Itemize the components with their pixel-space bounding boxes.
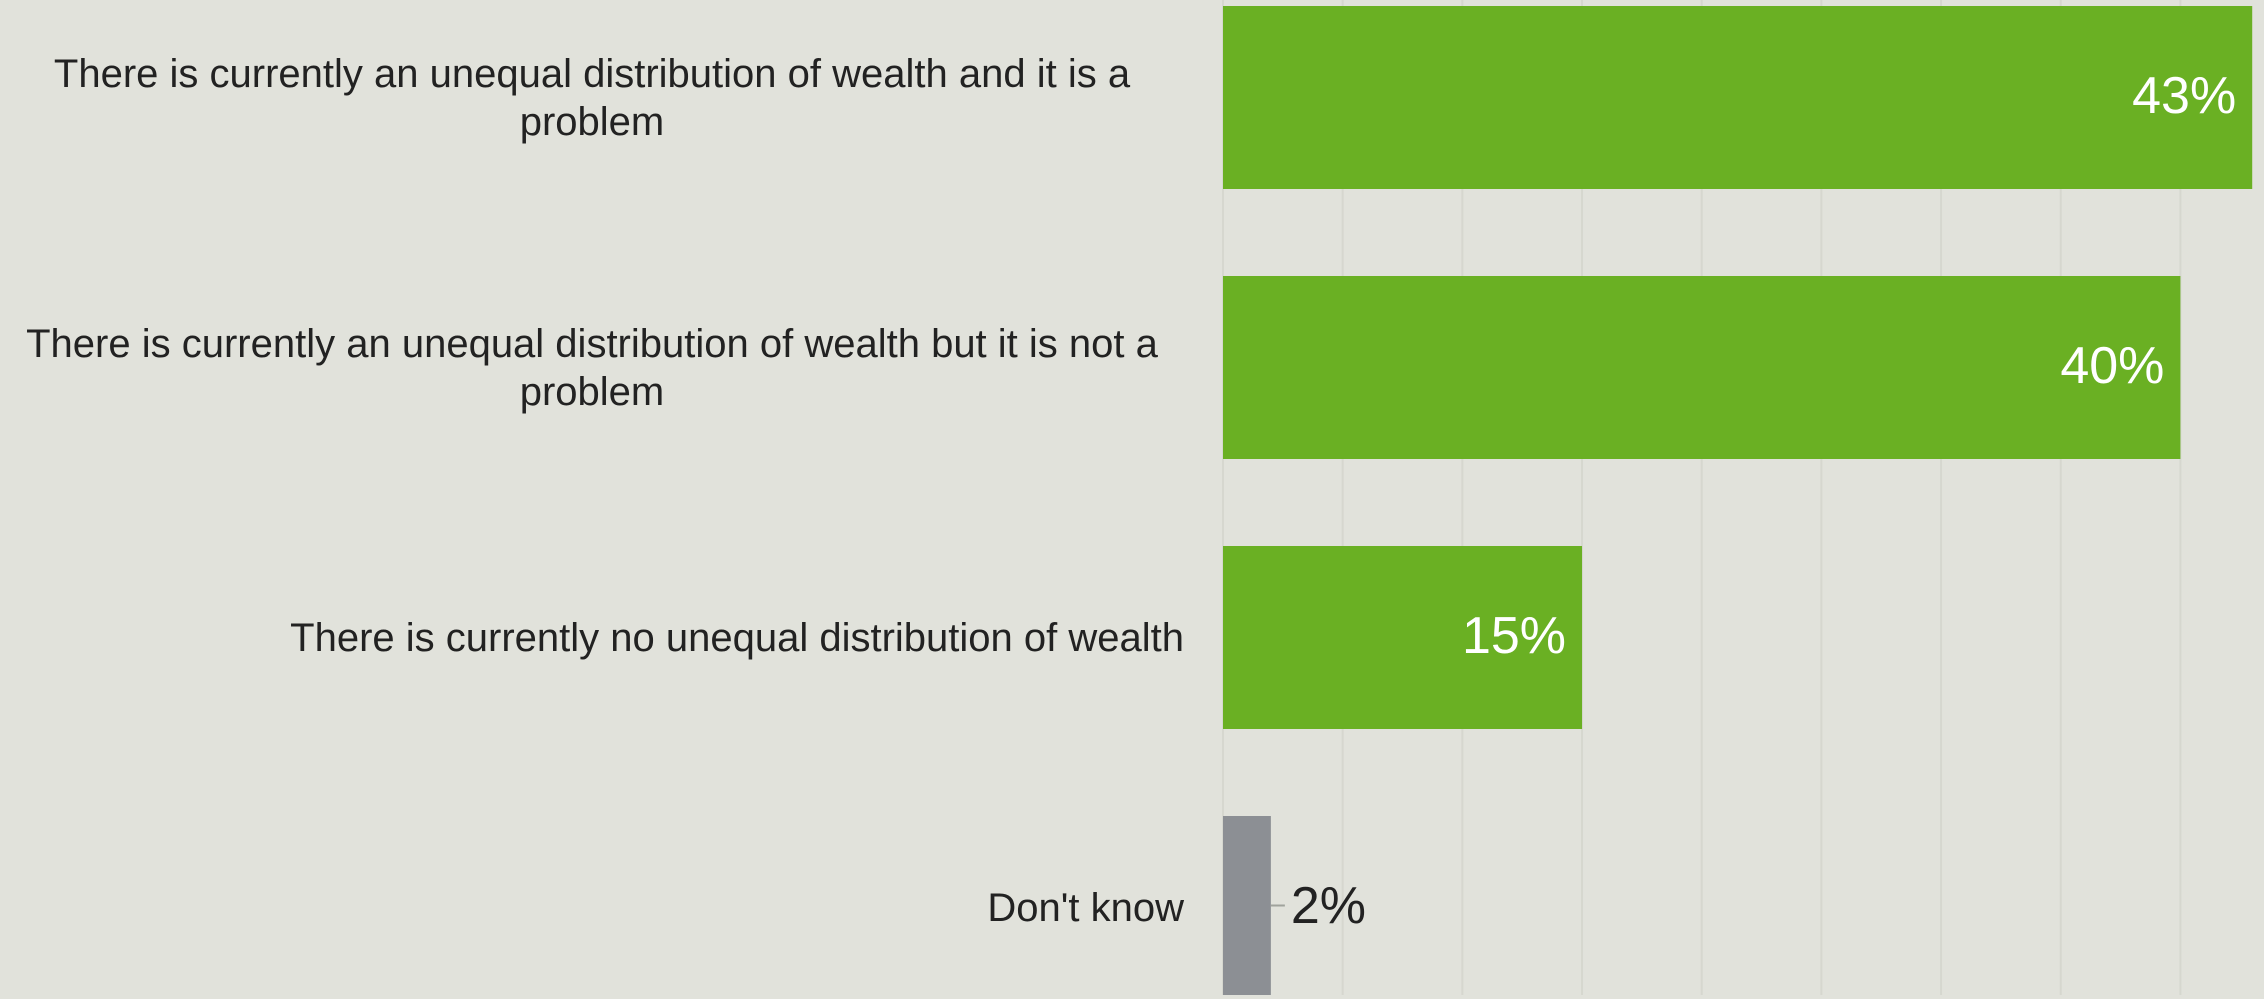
category-text: Don't know: [987, 885, 1184, 930]
value-label: 40%: [2060, 337, 2164, 395]
category-text: There is currently an unequal distributi…: [53, 51, 1131, 144]
bar: [1223, 6, 2253, 189]
bar: [1223, 546, 1583, 729]
category-label: There is currently an unequal distributi…: [0, 276, 1184, 459]
value-label: 2%: [1291, 877, 1366, 935]
bar: [1223, 816, 1271, 995]
category-text: There is currently an unequal distributi…: [26, 321, 1158, 414]
category-label: Don't know: [0, 816, 1184, 999]
category-label: There is currently an unequal distributi…: [0, 6, 1184, 189]
category-label: There is currently no unequal distributi…: [0, 546, 1184, 729]
category-text: There is currently no unequal distributi…: [290, 615, 1184, 660]
value-label: 15%: [1462, 607, 1566, 665]
value-label: 43%: [2132, 67, 2236, 125]
bar: [1223, 276, 2181, 459]
